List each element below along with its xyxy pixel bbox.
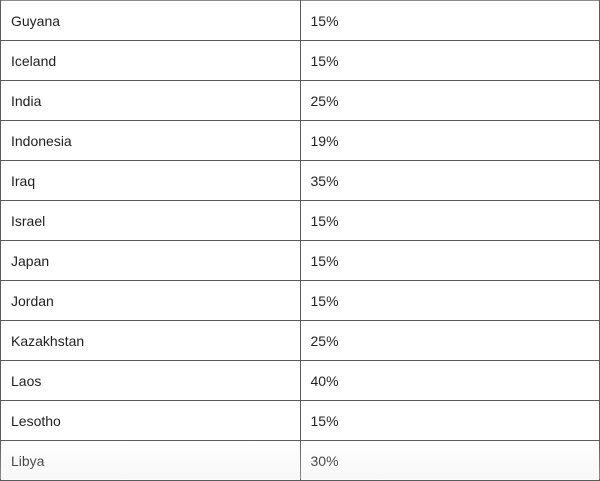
table-row: Iraq 35%: [1, 160, 599, 201]
rate-cell: 15%: [300, 240, 599, 281]
country-cell: Guyana: [1, 0, 301, 41]
table-row: Israel 15%: [1, 200, 599, 241]
country-cell: Kazakhstan: [1, 320, 301, 361]
rate-cell: 35%: [300, 160, 599, 201]
table-row: Guyana 15%: [1, 0, 599, 41]
country-cell: Israel: [1, 200, 301, 241]
rate-cell: 15%: [300, 0, 599, 41]
country-cell: Iraq: [1, 160, 301, 201]
country-cell: Iceland: [1, 40, 301, 81]
rate-cell: 19%: [300, 120, 599, 161]
table-row: Indonesia 19%: [1, 120, 599, 161]
rate-cell: 15%: [300, 40, 599, 81]
table-row: Libya 30%: [1, 440, 599, 481]
table-row: Japan 15%: [1, 240, 599, 281]
country-cell: Lesotho: [1, 400, 301, 441]
table-row: Kazakhstan 25%: [1, 320, 599, 361]
rate-cell: 25%: [300, 80, 599, 121]
rate-cell: 25%: [300, 320, 599, 361]
country-cell: Jordan: [1, 280, 301, 321]
rate-cell: 15%: [300, 200, 599, 241]
rate-cell: 30%: [300, 440, 599, 481]
rate-cell: 40%: [300, 360, 599, 401]
table-row: Jordan 15%: [1, 280, 599, 321]
rate-cell: 15%: [300, 400, 599, 441]
table-row: India 25%: [1, 80, 599, 121]
table-row: Laos 40%: [1, 360, 599, 401]
table-row: Lesotho 15%: [1, 400, 599, 441]
country-cell: Laos: [1, 360, 301, 401]
table-row: Iceland 15%: [1, 40, 599, 81]
country-cell: Japan: [1, 240, 301, 281]
country-cell: Libya: [1, 440, 301, 481]
rate-cell: 15%: [300, 280, 599, 321]
country-cell: India: [1, 80, 301, 121]
country-cell: Indonesia: [1, 120, 301, 161]
